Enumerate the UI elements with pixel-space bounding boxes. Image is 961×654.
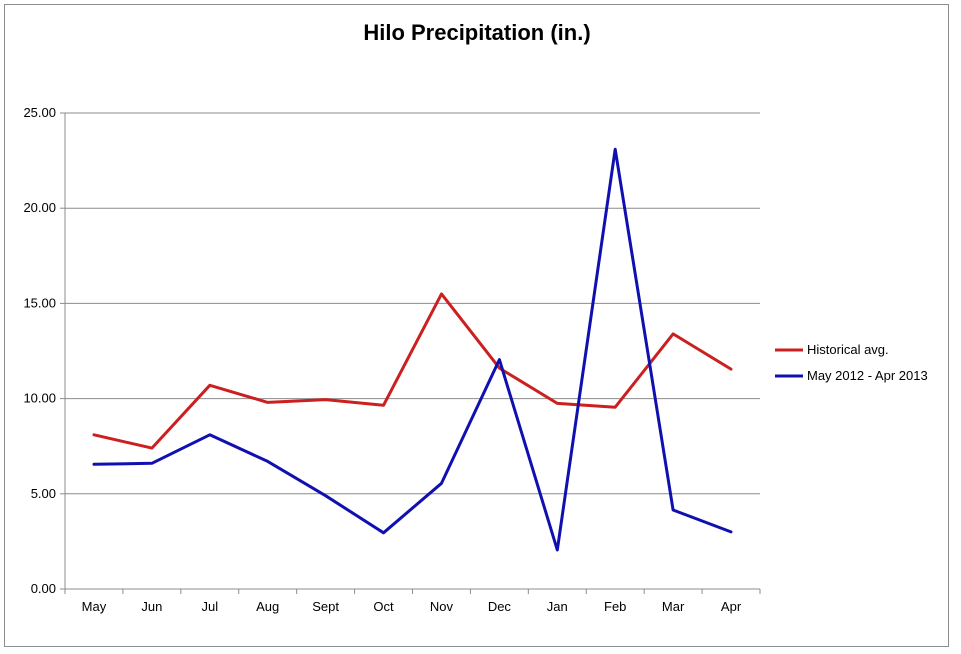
chart-svg: Hilo Precipitation (in.) 0.00 5.00 10.00 15… xyxy=(23,20,928,614)
x-tick-label-mar: Mar xyxy=(662,599,685,614)
chart-title: Hilo Precipitation (in.) xyxy=(363,20,590,45)
y-tick-label-2: 10.00 xyxy=(23,391,56,406)
y-tick-label-5: 25.00 xyxy=(23,105,56,120)
series-lines xyxy=(92,147,733,552)
x-tick-label-dec: Dec xyxy=(488,599,512,614)
x-tick-label-jul: Jul xyxy=(201,599,218,614)
axes: 0.00 5.00 10.00 15.00 20.00 25.00 May Jun Jul Aug… xyxy=(23,105,761,614)
x-tick-label-feb: Feb xyxy=(604,599,626,614)
gridlines xyxy=(65,112,760,495)
series-line-1 xyxy=(92,147,733,552)
x-tick-label-aug: Aug xyxy=(256,599,279,614)
y-tick-label-0: 0.00 xyxy=(31,581,56,596)
x-tick-label-may: May xyxy=(82,599,107,614)
legend-label-1: May 2012 - Apr 2013 xyxy=(807,368,928,383)
legend-label-0: Historical avg. xyxy=(807,342,889,357)
y-tick-label-4: 20.00 xyxy=(23,200,56,215)
series-line-0 xyxy=(92,292,733,450)
y-tick-label-3: 15.00 xyxy=(23,295,56,310)
x-tick-label-apr: Apr xyxy=(721,599,742,614)
x-tick-label-sept: Sept xyxy=(312,599,339,614)
x-tick-label-oct: Oct xyxy=(373,599,394,614)
y-tick-label-1: 5.00 xyxy=(31,486,56,501)
x-tick-label-nov: Nov xyxy=(430,599,454,614)
x-tick-label-jun: Jun xyxy=(141,599,162,614)
x-tick-label-jan: Jan xyxy=(547,599,568,614)
legend: Historical avg. May 2012 - Apr 2013 xyxy=(775,342,928,383)
chart-frame: Hilo Precipitation (in.) 0.00 5.00 10.00 15… xyxy=(4,4,949,647)
